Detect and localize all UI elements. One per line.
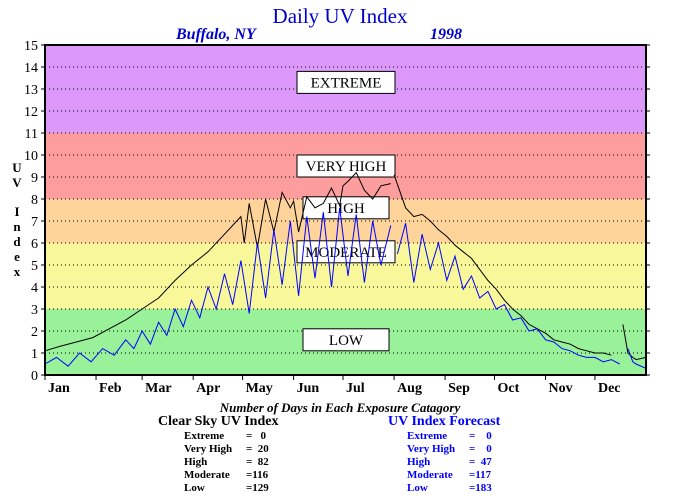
stats-row: Low =129 [184,482,269,494]
y-axis-label-letter: U [12,160,22,175]
clear-sky-line [44,171,647,361]
y-tick-label: 2 [31,325,38,340]
stats-row-name: Moderate [407,469,453,481]
plot-frame [44,44,647,376]
stats-row-value: = 0 [469,443,492,455]
stats-row-name: Moderate [184,469,230,481]
y-axis-label-letter: e [14,249,20,264]
days-caption: Number of Days in Each Exposure Catagory [219,400,461,415]
band-label-low: LOW [329,333,364,349]
stats-row: High = 82 [184,456,269,468]
y-tick-label: 4 [31,281,38,296]
stats-row: Very High = 20 [184,443,269,455]
stats-row-name: Very High [184,443,233,455]
band-label-box-extreme [296,70,396,94]
y-tick-label: 0 [31,369,38,384]
stats-row: Extreme = 0 [407,430,492,442]
x-tick-label: Mar [145,381,171,396]
x-tick-label: Jun [297,381,320,396]
stats-row-name: Low [407,482,428,494]
y-tick-label: 8 [31,193,38,208]
stats-row-value: =116 [246,469,269,481]
y-tick-label: 10 [24,149,38,164]
stats-row-value: = 20 [246,443,269,455]
band-label-moderate: MODERATE [305,245,387,261]
year-label: 1998 [430,26,462,43]
stats-row-value: =129 [246,482,269,494]
x-tick-label: Oct [498,381,520,396]
x-tick-label: Sep [448,381,470,396]
stats-row-name: Extreme [184,430,225,442]
y-tick-label: 1 [31,347,38,362]
y-tick-label: 15 [24,39,38,54]
x-tick-label: Nov [549,381,573,396]
y-tick-label: 11 [25,127,38,142]
x-tick-label: May [246,381,273,396]
stats-row-name: Very High [407,443,456,455]
x-tick-label: Apr [196,381,220,396]
clear-sky-stats-title: Clear Sky UV Index [158,414,279,429]
forecast-line [44,207,647,369]
stats-row-name: High [407,456,431,468]
y-axis-label-letter: d [13,234,21,249]
stats-row: Very High = 0 [407,443,492,455]
stats-row: Moderate =116 [184,469,268,481]
stats-row-value: =117 [469,469,492,481]
y-axis-label-letter: x [13,264,21,279]
y-tick-label: 12 [24,105,38,120]
band-label-box-low [302,328,390,352]
stats-row-name: Low [184,482,205,494]
y-axis-label-letter: n [13,219,21,234]
stats-row-value: = 0 [246,430,267,442]
band-label-extreme: EXTREME [311,75,382,91]
band-label-box-high [302,196,390,220]
stats-row-value: =183 [469,482,492,494]
y-tick-label: 13 [24,83,38,98]
y-tick-label: 14 [24,61,38,76]
y-tick-label: 7 [31,215,38,230]
x-tick-label: Aug [397,381,422,396]
location-label: Buffalo, NY [176,26,256,43]
y-tick-label: 5 [31,259,38,274]
y-tick-label: 9 [31,171,38,186]
y-tick-label: 3 [31,303,38,318]
x-tick-label: Dec [598,381,621,396]
y-axis-label-letter: I [14,204,20,219]
stats-row-value: = 47 [469,456,492,468]
stats-row: Extreme = 0 [184,430,266,442]
x-tick-label: Jan [48,381,70,396]
stats-row-name: High [184,456,208,468]
stats-row: High = 47 [407,456,492,468]
forecast-stats-title: UV Index Forecast [388,414,501,429]
stats-row: Moderate =117 [407,469,491,481]
chart-title: Daily UV Index [272,4,408,28]
y-axis-label-letter: V [12,175,22,190]
x-tick-label: Jul [346,381,365,396]
y-tick-label: 6 [31,237,38,252]
stats-row-value: = 0 [469,430,492,442]
band-label-very-high: VERY HIGH [306,159,387,175]
stats-row-name: Extreme [407,430,448,442]
stats-row: Low =183 [407,482,492,494]
stats-row-value: = 82 [246,456,269,468]
band-label-box-very-high [296,154,396,178]
band-label-high: HIGH [327,201,365,217]
x-tick-label: Feb [99,381,122,396]
